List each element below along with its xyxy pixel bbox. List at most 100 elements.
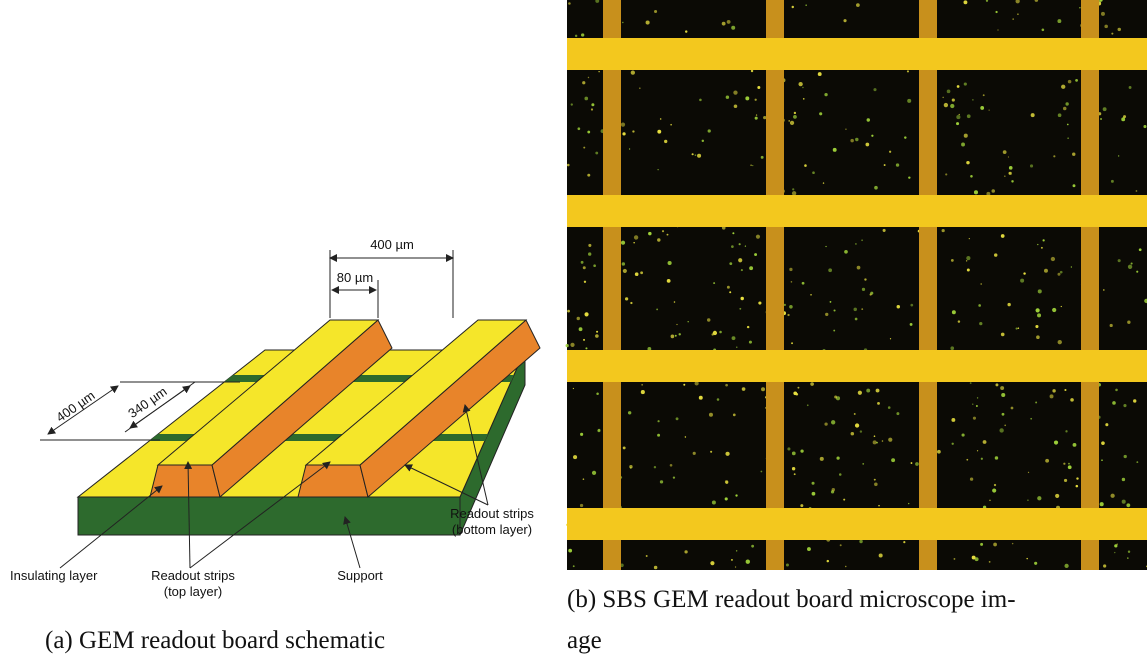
dim-label: 400 µm <box>53 388 97 425</box>
speck <box>731 245 734 248</box>
speck <box>676 324 677 325</box>
speck <box>859 540 862 543</box>
speck <box>1122 500 1126 504</box>
speck <box>1018 327 1020 329</box>
speck <box>640 271 643 274</box>
speck <box>712 500 716 504</box>
speck <box>966 256 970 260</box>
speck <box>958 320 960 322</box>
speck <box>896 412 899 415</box>
speck <box>839 473 842 476</box>
speck <box>952 98 955 101</box>
speck <box>593 264 596 267</box>
speck <box>580 433 583 436</box>
speck <box>954 558 956 560</box>
vertical-strip <box>1081 0 1099 570</box>
speck <box>870 294 872 296</box>
speck <box>628 411 631 414</box>
speck <box>1072 153 1075 156</box>
speck <box>844 250 848 254</box>
vertical-strip <box>603 0 621 570</box>
speck <box>834 396 837 399</box>
speck <box>731 26 735 30</box>
speck <box>583 339 585 341</box>
speck <box>719 331 722 334</box>
speck <box>989 110 990 111</box>
speck <box>1061 306 1062 307</box>
speck <box>595 334 599 338</box>
speck <box>727 20 731 24</box>
speck <box>937 450 941 454</box>
speck <box>742 387 746 391</box>
speck <box>630 302 632 304</box>
speck <box>1009 166 1013 170</box>
speck <box>797 387 799 389</box>
speck <box>1127 321 1130 324</box>
speck <box>964 82 967 85</box>
speck <box>970 382 972 384</box>
speck <box>598 71 599 72</box>
speck <box>1031 113 1035 117</box>
speck <box>825 246 826 247</box>
speck <box>573 565 575 567</box>
label: Readout strips <box>151 568 235 583</box>
speck <box>977 397 978 398</box>
speck <box>1067 137 1069 139</box>
speck <box>962 433 965 436</box>
speck <box>973 417 976 420</box>
speck <box>573 388 574 389</box>
speck <box>874 435 876 437</box>
label: Support <box>337 568 383 583</box>
speck <box>787 447 790 450</box>
speck <box>966 260 967 261</box>
speck <box>874 186 878 190</box>
speck <box>1053 155 1055 157</box>
speck <box>1118 259 1121 262</box>
speck <box>577 317 580 320</box>
speck <box>726 96 729 99</box>
speck <box>568 2 571 5</box>
speck <box>877 402 880 405</box>
speck <box>981 458 983 460</box>
speck <box>983 94 985 96</box>
speck <box>862 463 864 465</box>
speck <box>685 436 686 437</box>
speck <box>756 114 757 115</box>
speck <box>587 174 590 177</box>
speck <box>876 389 880 393</box>
speck <box>787 314 789 316</box>
speck <box>1034 562 1037 565</box>
speck <box>597 429 600 432</box>
speck <box>641 384 642 385</box>
speck <box>670 124 672 126</box>
speck <box>622 22 623 23</box>
speck <box>751 70 753 72</box>
speck <box>745 96 749 100</box>
speck <box>1064 479 1067 482</box>
speck <box>584 281 586 283</box>
speck <box>977 450 978 451</box>
speck <box>1027 499 1029 501</box>
speck <box>747 326 749 328</box>
speck <box>1037 244 1038 245</box>
speck <box>1004 424 1006 426</box>
speck <box>735 566 736 567</box>
speck <box>810 382 814 386</box>
speck <box>995 11 997 13</box>
label: (top layer) <box>164 584 223 599</box>
speck <box>993 543 997 547</box>
speck <box>654 10 657 13</box>
speck <box>654 566 657 569</box>
speck <box>807 547 811 551</box>
speck <box>1076 485 1079 488</box>
speck <box>591 108 593 110</box>
horizontal-strip <box>567 508 1147 540</box>
speck <box>995 383 998 386</box>
speck <box>631 70 635 74</box>
speck <box>831 420 835 424</box>
speck <box>1037 496 1041 500</box>
speck <box>959 114 960 115</box>
speck <box>567 310 570 313</box>
speck <box>1035 325 1038 328</box>
caption: age <box>567 627 602 654</box>
